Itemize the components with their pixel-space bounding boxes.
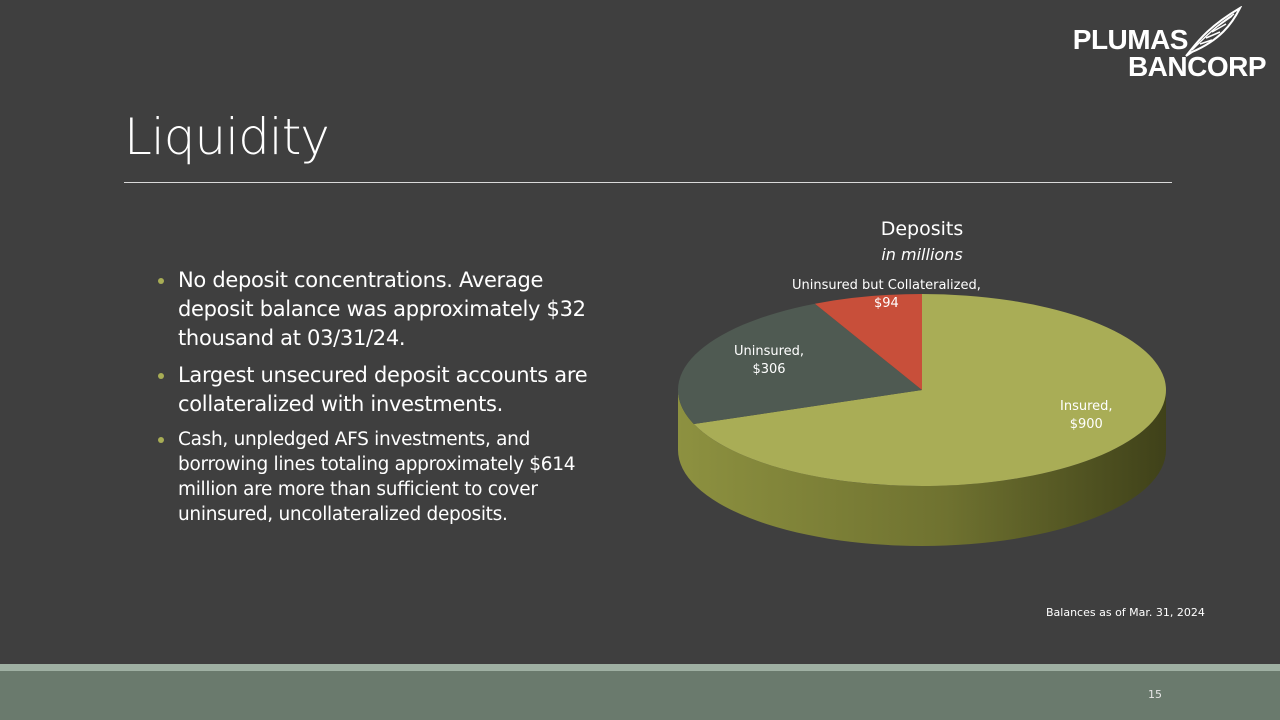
slice-label-text: Uninsured but Collateralized, bbox=[792, 278, 981, 293]
logo-line-1: PLUMAS bbox=[1072, 24, 1189, 55]
slice-label-uninsured: Uninsured, $306 bbox=[734, 343, 804, 379]
plumas-bancorp-logo: PLUMAS BANCORP bbox=[1056, 6, 1270, 84]
page-number: 15 bbox=[1148, 688, 1162, 701]
chart-title-text: Deposits bbox=[880, 218, 964, 240]
pie-slice bbox=[693, 294, 1166, 486]
chart-title: Deposits in millions bbox=[822, 216, 1022, 268]
balances-footnote: Balances as of Mar. 31, 2024 bbox=[1046, 606, 1205, 619]
logo-line-2: BANCORP bbox=[1127, 51, 1267, 82]
slice-value-text: $900 bbox=[1069, 417, 1103, 432]
bullet-list: No deposit concentrations. Average depos… bbox=[158, 266, 618, 535]
footer-band bbox=[0, 671, 1280, 720]
chart-subtitle: in millions bbox=[881, 245, 963, 264]
slice-label-insured: Insured, $900 bbox=[1060, 398, 1113, 434]
footer-accent-band bbox=[0, 664, 1280, 671]
pie-side-wall bbox=[678, 390, 1166, 546]
slide-title: Liquidity bbox=[124, 108, 330, 166]
slice-label-text: Insured, bbox=[1060, 399, 1113, 414]
bullet-item: Cash, unpledged AFS investments, and bor… bbox=[158, 427, 618, 527]
pie-slice bbox=[814, 294, 922, 390]
slice-label-text: Uninsured, bbox=[734, 344, 805, 359]
slice-value-text: $306 bbox=[752, 362, 786, 377]
slice-value-text: $94 bbox=[874, 296, 899, 311]
bullet-item: Largest unsecured deposit accounts are c… bbox=[158, 361, 618, 419]
feather-icon bbox=[1185, 6, 1243, 57]
bullet-item: No deposit concentrations. Average depos… bbox=[158, 266, 618, 353]
slice-label-collateralized: Uninsured but Collateralized, $94 bbox=[792, 277, 981, 313]
title-divider bbox=[124, 182, 1172, 183]
pie-slice bbox=[677, 303, 922, 425]
